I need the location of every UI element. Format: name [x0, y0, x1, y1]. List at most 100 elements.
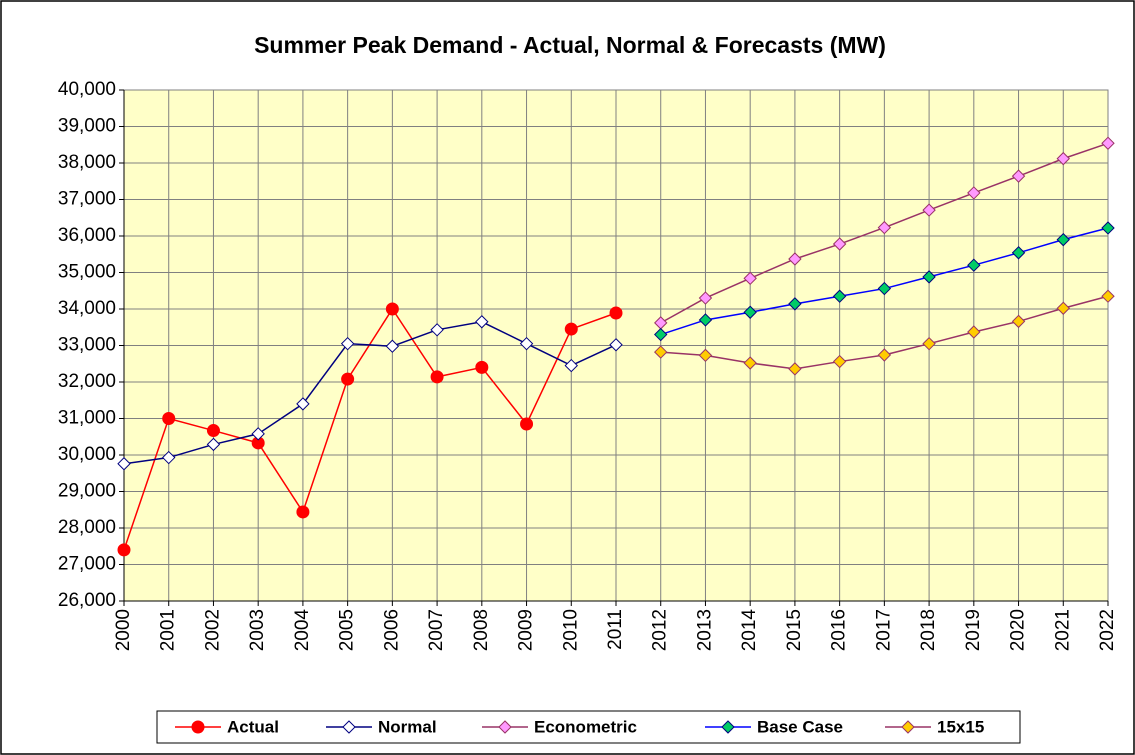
- data-point: [832, 289, 847, 303]
- x-tick-label: 2004: [292, 609, 313, 652]
- y-tick-label: 27,000: [58, 554, 116, 575]
- legend-marker: [342, 720, 356, 734]
- x-tick-label: 2010: [560, 609, 581, 651]
- y-tick-label: 37,000: [58, 189, 116, 210]
- x-tick-label: 2007: [426, 609, 447, 651]
- data-point: [698, 348, 713, 363]
- legend-label: Actual: [227, 717, 279, 736]
- x-tick-label: 2000: [113, 609, 134, 651]
- x-tick-label: 2003: [247, 609, 268, 651]
- series-line: [123, 307, 617, 551]
- x-tick-label: 2011: [605, 609, 626, 650]
- x-tick-label: 2020: [1008, 609, 1029, 651]
- x-tick-label: 2016: [829, 609, 850, 651]
- data-point: [162, 450, 176, 465]
- series-line: [123, 320, 617, 465]
- data-point: [1011, 246, 1026, 260]
- data-point: [609, 306, 623, 320]
- data-point: [117, 543, 131, 557]
- y-tick-label: 40,000: [58, 79, 116, 100]
- y-tick-label: 32,000: [58, 371, 116, 392]
- data-point: [609, 338, 623, 352]
- data-point: [117, 457, 131, 471]
- data-point: [251, 427, 265, 441]
- data-point: [385, 302, 399, 316]
- data-point: [788, 362, 802, 376]
- data-point: [967, 186, 981, 200]
- data-point: [385, 339, 400, 353]
- legend-marker: [191, 720, 205, 734]
- y-tick-label: 34,000: [58, 298, 116, 319]
- x-tick-label: 2001: [158, 609, 179, 651]
- legend-marker: [901, 720, 915, 734]
- x-tick-label: 2013: [694, 609, 715, 651]
- y-tick-label: 31,000: [58, 408, 116, 429]
- y-tick-label: 30,000: [58, 444, 116, 465]
- data-point: [1056, 151, 1070, 166]
- data-point: [162, 412, 176, 425]
- x-tick-label: 2015: [784, 609, 805, 651]
- x-tick-label: 2014: [739, 609, 760, 652]
- legend-label: Base Case: [757, 717, 843, 736]
- data-point: [296, 505, 310, 519]
- x-tick-label: 2017: [873, 609, 894, 651]
- y-tick-label: 36,000: [58, 225, 116, 246]
- data-point: [1101, 136, 1115, 150]
- data-point: [922, 270, 936, 284]
- x-tick-label: 2018: [918, 609, 939, 651]
- x-tick-label: 2008: [471, 609, 492, 651]
- x-tick-label: 2012: [650, 609, 671, 651]
- legend: Actual Normal Econometric Base Case 15x15: [175, 717, 984, 736]
- data-point: [1101, 289, 1115, 303]
- data-point: [877, 348, 892, 362]
- data-point: [430, 323, 444, 337]
- data-point: [520, 417, 534, 431]
- data-point: [1101, 221, 1115, 235]
- y-tick-label: 35,000: [58, 262, 116, 283]
- data-point: [206, 424, 220, 438]
- data-point: [564, 322, 578, 336]
- data-point: [922, 336, 936, 351]
- data-point: [206, 437, 221, 452]
- data-point: [743, 356, 757, 370]
- data-point: [1056, 232, 1070, 247]
- data-point: [475, 360, 489, 374]
- x-tick-label: 2022: [1097, 609, 1118, 651]
- data-point: [296, 397, 310, 411]
- data-point: [877, 281, 892, 296]
- data-point: [341, 372, 355, 386]
- y-tick-label: 28,000: [58, 517, 116, 538]
- data-point: [698, 313, 713, 327]
- data-point: [832, 354, 847, 369]
- data-point: [967, 258, 981, 272]
- x-tick-label: 2002: [202, 609, 223, 651]
- data-point: [1056, 301, 1070, 315]
- data-point: [743, 271, 757, 286]
- data-point: [922, 203, 936, 217]
- data-point: [877, 220, 892, 235]
- data-point: [743, 305, 757, 319]
- legend-marker: [721, 720, 735, 734]
- legend-box: [156, 710, 1021, 744]
- data-point: [788, 297, 802, 311]
- y-tick-label: 26,000: [58, 590, 116, 611]
- x-tick-label: 2005: [337, 609, 358, 651]
- x-tick-label: 2019: [963, 609, 984, 651]
- legend-label: Econometric: [534, 717, 637, 736]
- x-tick-label: 2021: [1052, 609, 1073, 651]
- y-tick-label: 33,000: [58, 335, 116, 356]
- data-point: [430, 370, 444, 384]
- y-tick-label: 39,000: [58, 116, 116, 137]
- data-point: [788, 252, 802, 266]
- y-tick-label: 38,000: [58, 152, 116, 173]
- data-point: [340, 336, 355, 351]
- data-point: [967, 325, 981, 339]
- x-tick-label: 2009: [516, 609, 537, 651]
- legend-marker: [498, 720, 512, 734]
- x-tick-label: 2006: [381, 609, 402, 651]
- data-point: [698, 291, 713, 305]
- data-point: [519, 336, 534, 351]
- y-tick-label: 29,000: [58, 481, 116, 502]
- plot-area: 26,000 27,000 28,000 29,000 30,000 31,000 32,0…: [58, 79, 1118, 651]
